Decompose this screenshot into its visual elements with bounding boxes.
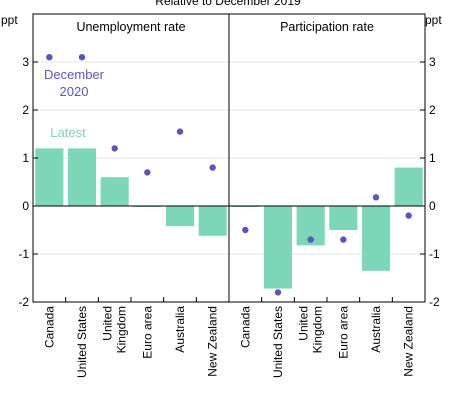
dot-point bbox=[340, 236, 347, 243]
y-tick-label-right: 2 bbox=[429, 103, 436, 117]
bar bbox=[100, 177, 129, 206]
left-unit-label: ppt bbox=[1, 13, 18, 27]
right-unit-label: ppt bbox=[425, 13, 442, 27]
panel-title-unemployment: Unemployment rate bbox=[76, 20, 185, 34]
y-tick-label-left: 1 bbox=[22, 151, 29, 165]
bar bbox=[394, 167, 423, 206]
panel-title-participation: Participation rate bbox=[280, 20, 374, 34]
y-tick-label-right: -2 bbox=[429, 295, 440, 309]
dot-point bbox=[405, 212, 412, 219]
x-tick-label: Kingdom bbox=[115, 306, 129, 353]
x-tick-label: Australia bbox=[369, 306, 383, 353]
bar bbox=[67, 148, 97, 206]
y-tick-label-left: 3 bbox=[22, 55, 29, 69]
bar bbox=[329, 206, 358, 230]
x-tick-label: New Zealand bbox=[206, 306, 220, 377]
axis-ticks bbox=[33, 61, 425, 303]
x-tick-label: Kingdom bbox=[311, 306, 325, 353]
x-tick-label: United States bbox=[271, 306, 285, 378]
dot-point bbox=[46, 54, 53, 61]
annotation-2020: 2020 bbox=[60, 84, 89, 99]
x-tick-labels: Canada United States United Kingdom Euro are… bbox=[42, 306, 415, 378]
annotation-december: December bbox=[44, 67, 105, 82]
y-tick-label-left: -2 bbox=[18, 295, 29, 309]
annotation-latest: Latest bbox=[50, 125, 86, 140]
y-tick-labels: -2 -2 -1 -1 0 0 1 1 2 2 3 3 bbox=[18, 55, 440, 309]
y-tick-label-right: 0 bbox=[429, 199, 436, 213]
x-tick-label: Euro area bbox=[336, 306, 350, 359]
dot-point bbox=[209, 164, 216, 171]
bar bbox=[35, 148, 64, 206]
x-tick-label: United States bbox=[75, 306, 89, 378]
bar bbox=[198, 206, 227, 236]
chart-subtitle: Relative to December 2019 bbox=[155, 0, 301, 8]
y-tick-label-right: 3 bbox=[429, 55, 436, 69]
x-tick-label: Canada bbox=[238, 306, 252, 348]
x-tick-label: Canada bbox=[42, 306, 56, 348]
y-tick-label-left: -1 bbox=[18, 247, 29, 261]
dot-point bbox=[242, 226, 249, 234]
bar bbox=[165, 206, 195, 227]
dot-point bbox=[111, 145, 118, 152]
bar bbox=[263, 206, 293, 289]
y-tick-label-left: 0 bbox=[22, 199, 29, 213]
bar bbox=[361, 206, 391, 271]
dots bbox=[46, 54, 412, 296]
dot-point bbox=[274, 289, 282, 296]
x-tick-label: New Zealand bbox=[402, 306, 416, 377]
dot-point bbox=[144, 169, 151, 176]
x-tick-label: United bbox=[101, 306, 115, 341]
y-tick-label-right: -1 bbox=[429, 247, 440, 261]
x-tick-label: United bbox=[297, 306, 311, 341]
dot-point bbox=[176, 128, 184, 135]
dot-point bbox=[307, 236, 314, 243]
y-tick-label-right: 1 bbox=[429, 151, 436, 165]
bars bbox=[35, 148, 423, 289]
x-tick-label: Euro area bbox=[140, 306, 154, 359]
dot-point bbox=[372, 194, 380, 201]
x-tick-label: Australia bbox=[173, 306, 187, 353]
dot-point bbox=[78, 54, 86, 61]
y-tick-label-left: 2 bbox=[22, 103, 29, 117]
